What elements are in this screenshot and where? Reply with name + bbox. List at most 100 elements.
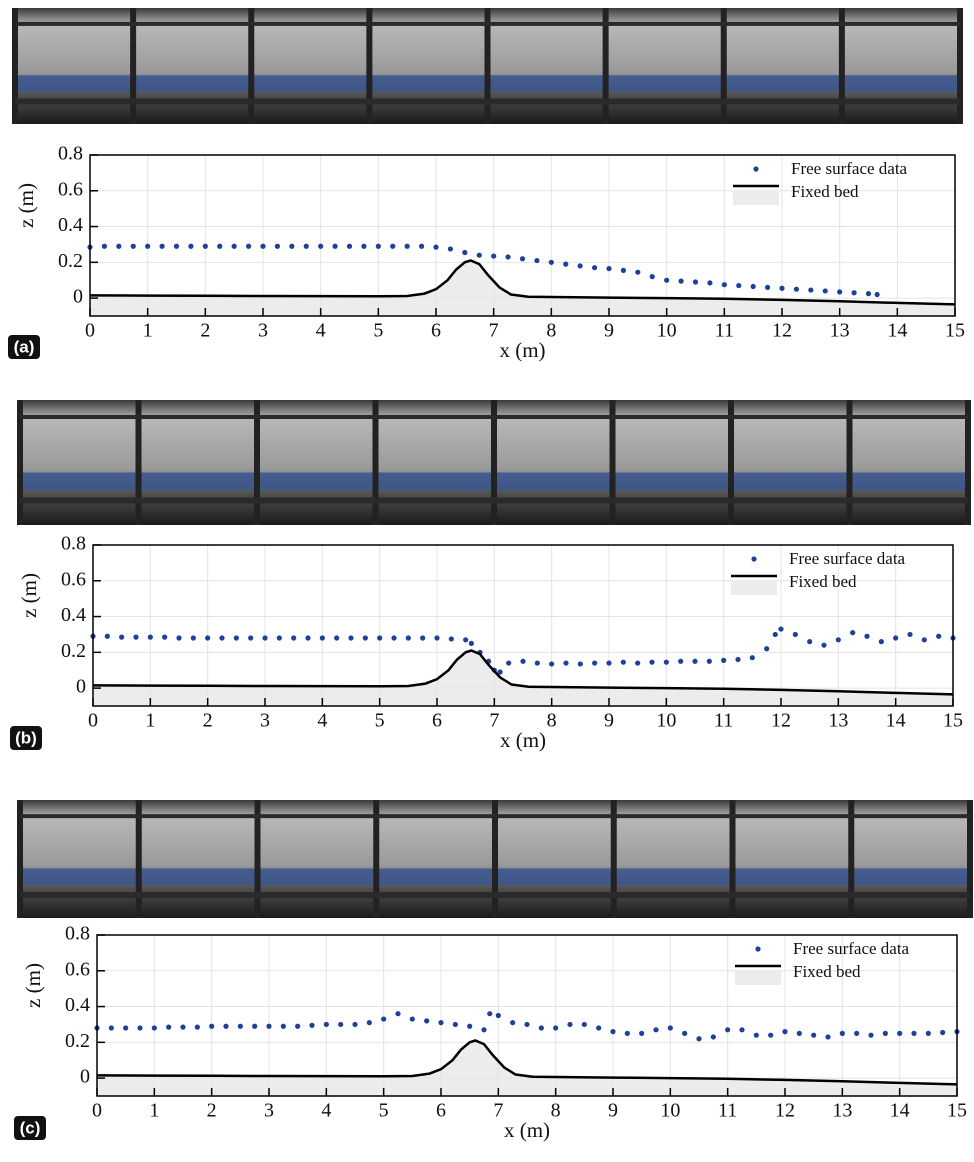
frame-post [491,400,497,525]
surface-point [577,661,583,667]
surface-point [563,660,569,666]
surface-point [303,243,309,249]
bed-line [96,1039,958,1086]
y-tick-label: 0.4 [58,214,83,236]
surface-point [606,265,612,272]
photo [12,8,963,124]
x-tick-label: 4 [317,710,327,732]
legend-label: Fixed bed [791,182,859,201]
y-tick-label: 0.2 [65,1030,90,1052]
surface-point [462,249,468,256]
surface-point [217,243,223,249]
surface-point [447,246,454,252]
surface-point [409,1016,415,1022]
surface-point [807,639,813,645]
surface-point [793,286,800,292]
surface-point [173,243,180,249]
surface-point [735,656,741,663]
surface-point [467,1023,473,1029]
surface-point [606,660,612,666]
surface-point [338,1021,344,1028]
surface-point [108,1025,114,1031]
panel-label: (a) [14,337,35,356]
x-tick-label: 5 [375,710,385,732]
surface-point [854,1030,860,1036]
x-tick-label: 15 [943,710,963,732]
x-tick-label: 8 [546,320,556,342]
surface-point [624,1030,630,1036]
x-tick-label: 1 [149,1100,159,1122]
frame-post [602,8,609,124]
surface-point [811,1032,817,1038]
legend-swatch [733,191,779,205]
surface-point [868,1032,874,1038]
surface-point [706,658,712,664]
surface-point [505,254,511,260]
surface-point [792,631,798,638]
surface-point [682,1030,688,1036]
x-tick-label: 11 [714,710,733,732]
legend-label: Free surface data [789,549,906,568]
x-tick-label: 5 [373,320,383,342]
surface-point [653,1027,659,1033]
x-tick-label: 9 [608,1100,618,1122]
bed-fill [90,260,955,316]
x-tick-label: 5 [379,1100,389,1122]
surface-point [159,243,165,249]
surface-point [667,1025,673,1031]
y-tick-label: 0.6 [65,958,90,980]
surface-point [377,635,383,641]
y-axis-label: z (m) [21,963,45,1008]
surface-point [348,635,354,641]
surface-point [237,1023,243,1029]
surface-point [750,283,756,290]
surface-point [334,635,340,641]
surface-point [262,635,268,641]
x-tick-label: 7 [493,1100,503,1122]
y-tick-label: 0.8 [58,143,83,165]
surface-point [346,243,353,249]
surface-point [123,1025,129,1031]
surface-point [276,635,282,641]
x-axis-label: x (m) [500,728,546,752]
x-tick-label: 6 [432,710,442,732]
surface-point [850,630,856,636]
surface-point [362,635,368,641]
surface-point [835,637,841,643]
x-tick-label: 1 [145,710,155,732]
surface-point [266,1023,272,1029]
surface-point [538,1025,544,1031]
surface-point [563,261,569,267]
surface-point [205,635,211,641]
plot-area [93,545,953,706]
surface-point [821,642,827,648]
x-tick-label: 3 [258,320,268,342]
y-tick-label: 0 [80,1066,90,1088]
surface-point [424,1018,430,1024]
surface-point [692,279,699,285]
surface-point [520,658,526,664]
x-tick-label: 10 [657,320,677,342]
frame-post [135,400,142,525]
frame-post [254,800,261,918]
frame-post [965,400,971,525]
surface-point [209,1023,215,1029]
surface-point [332,243,338,249]
frame-rail [15,98,960,105]
bed-fill [93,650,953,706]
surface-point [678,278,684,284]
surface-point [487,1011,493,1017]
surface-point [808,287,814,293]
x-tick-label: 14 [886,710,906,732]
frame-post [373,800,380,918]
surface-point [420,635,426,641]
x-tick-label: 10 [660,1100,680,1122]
surface-point [391,635,397,641]
surface-point [553,1025,559,1031]
surface-point [233,635,239,641]
frame-post [846,400,853,525]
surface-point [361,243,367,249]
x-tick-label: 12 [772,320,792,342]
surface-point [778,626,784,632]
